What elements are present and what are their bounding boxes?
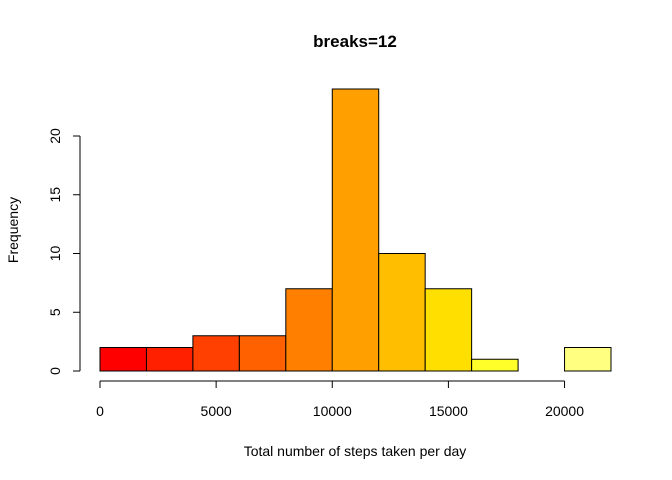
x-axis: 0 5000 10000 15000 20000 [96, 380, 584, 419]
x-tick-label-2: 10000 [313, 403, 352, 419]
histogram-bar-8 [471, 358, 519, 372]
y-tick-label-0: 0 [47, 367, 63, 375]
y-tick-label-4: 20 [47, 128, 63, 144]
histogram-bar-5 [331, 88, 380, 372]
y-tick-label-1: 5 [47, 308, 63, 316]
histogram-bar-4 [285, 288, 333, 372]
histogram-bar-10 [564, 347, 612, 372]
x-tick-label-1: 5000 [201, 403, 232, 419]
x-tick-label-3: 15000 [429, 403, 468, 419]
histogram-bar-6 [378, 253, 426, 372]
histogram-bar-1 [145, 347, 194, 372]
y-axis-label: Frequency [5, 197, 21, 263]
histogram-bar-0 [99, 347, 147, 372]
x-tick-label-0: 0 [96, 403, 104, 419]
histogram-bar-2 [192, 335, 240, 372]
x-tick-label-4: 20000 [545, 403, 584, 419]
x-axis-label: Total number of steps taken per day [244, 443, 467, 459]
histogram-bar-3 [238, 335, 287, 372]
y-axis: 0 5 10 15 20 [47, 128, 81, 375]
y-tick-label-3: 15 [47, 187, 63, 203]
histogram-bar-7 [424, 288, 473, 372]
y-tick-label-2: 10 [47, 246, 63, 262]
bars-group [99, 88, 612, 372]
chart-title: breaks=12 [313, 32, 397, 51]
